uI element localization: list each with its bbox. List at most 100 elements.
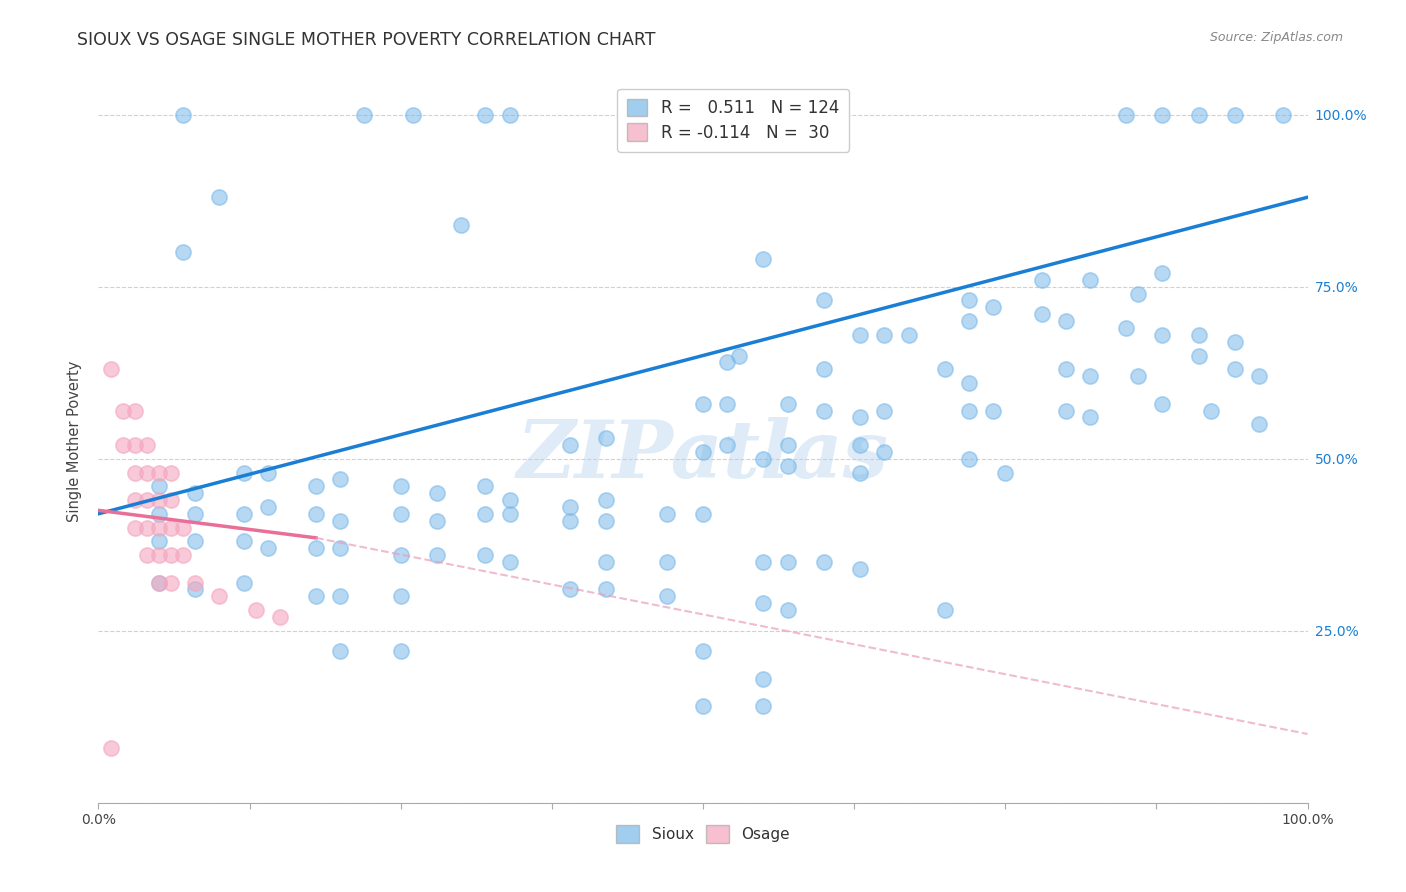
Point: [813, 293, 835, 308]
Point: [655, 555, 678, 569]
Point: [135, 466, 157, 480]
Point: [934, 603, 956, 617]
Point: [1115, 108, 1137, 122]
Point: [692, 699, 714, 714]
Point: [269, 610, 291, 624]
Point: [1078, 369, 1101, 384]
Point: [655, 590, 678, 604]
Point: [305, 507, 328, 521]
Point: [776, 603, 799, 617]
Point: [426, 548, 449, 562]
Text: Source: ZipAtlas.com: Source: ZipAtlas.com: [1209, 31, 1343, 45]
Point: [148, 507, 170, 521]
Point: [135, 438, 157, 452]
Point: [402, 108, 425, 122]
Point: [426, 486, 449, 500]
Point: [184, 582, 207, 597]
Point: [1031, 307, 1053, 321]
Text: SIOUX VS OSAGE SINGLE MOTHER POVERTY CORRELATION CHART: SIOUX VS OSAGE SINGLE MOTHER POVERTY COR…: [77, 31, 655, 49]
Point: [873, 403, 896, 417]
Point: [558, 514, 581, 528]
Point: [849, 327, 872, 342]
Point: [111, 403, 134, 417]
Point: [752, 699, 775, 714]
Point: [256, 500, 278, 514]
Point: [148, 493, 170, 508]
Point: [329, 514, 352, 528]
Point: [595, 431, 617, 445]
Point: [389, 507, 412, 521]
Point: [148, 575, 170, 590]
Point: [1054, 314, 1077, 328]
Point: [1152, 327, 1174, 342]
Point: [160, 520, 183, 534]
Point: [245, 603, 267, 617]
Point: [981, 403, 1004, 417]
Point: [353, 108, 375, 122]
Point: [100, 362, 122, 376]
Point: [849, 410, 872, 425]
Point: [752, 252, 775, 267]
Point: [124, 466, 146, 480]
Point: [595, 514, 617, 528]
Point: [232, 466, 254, 480]
Point: [558, 582, 581, 597]
Point: [1188, 327, 1211, 342]
Point: [595, 493, 617, 508]
Point: [957, 293, 980, 308]
Point: [135, 493, 157, 508]
Point: [1249, 417, 1271, 432]
Point: [208, 590, 231, 604]
Point: [160, 493, 183, 508]
Point: [498, 507, 520, 521]
Point: [474, 108, 496, 122]
Point: [450, 218, 472, 232]
Point: [752, 555, 775, 569]
Point: [172, 245, 194, 260]
Point: [655, 507, 678, 521]
Point: [692, 644, 714, 658]
Point: [1249, 369, 1271, 384]
Point: [1128, 286, 1150, 301]
Point: [957, 314, 980, 328]
Point: [305, 541, 328, 556]
Point: [389, 590, 412, 604]
Point: [1128, 369, 1150, 384]
Point: [716, 438, 738, 452]
Point: [957, 403, 980, 417]
Point: [148, 575, 170, 590]
Point: [329, 644, 352, 658]
Point: [897, 327, 920, 342]
Point: [813, 362, 835, 376]
Point: [776, 458, 799, 473]
Point: [1078, 410, 1101, 425]
Point: [1188, 349, 1211, 363]
Point: [232, 575, 254, 590]
Point: [172, 108, 194, 122]
Point: [1223, 362, 1246, 376]
Point: [776, 555, 799, 569]
Point: [957, 451, 980, 466]
Point: [124, 438, 146, 452]
Point: [208, 190, 231, 204]
Point: [474, 548, 496, 562]
Point: [849, 438, 872, 452]
Point: [692, 397, 714, 411]
Point: [232, 534, 254, 549]
Point: [389, 644, 412, 658]
Point: [148, 534, 170, 549]
Point: [111, 438, 134, 452]
Point: [1078, 273, 1101, 287]
Point: [160, 466, 183, 480]
Point: [957, 376, 980, 390]
Point: [256, 541, 278, 556]
Point: [172, 548, 194, 562]
Point: [813, 403, 835, 417]
Point: [716, 397, 738, 411]
Point: [184, 507, 207, 521]
Point: [1152, 108, 1174, 122]
Point: [994, 466, 1017, 480]
Point: [1031, 273, 1053, 287]
Point: [849, 466, 872, 480]
Text: ZIPatlas: ZIPatlas: [517, 417, 889, 495]
